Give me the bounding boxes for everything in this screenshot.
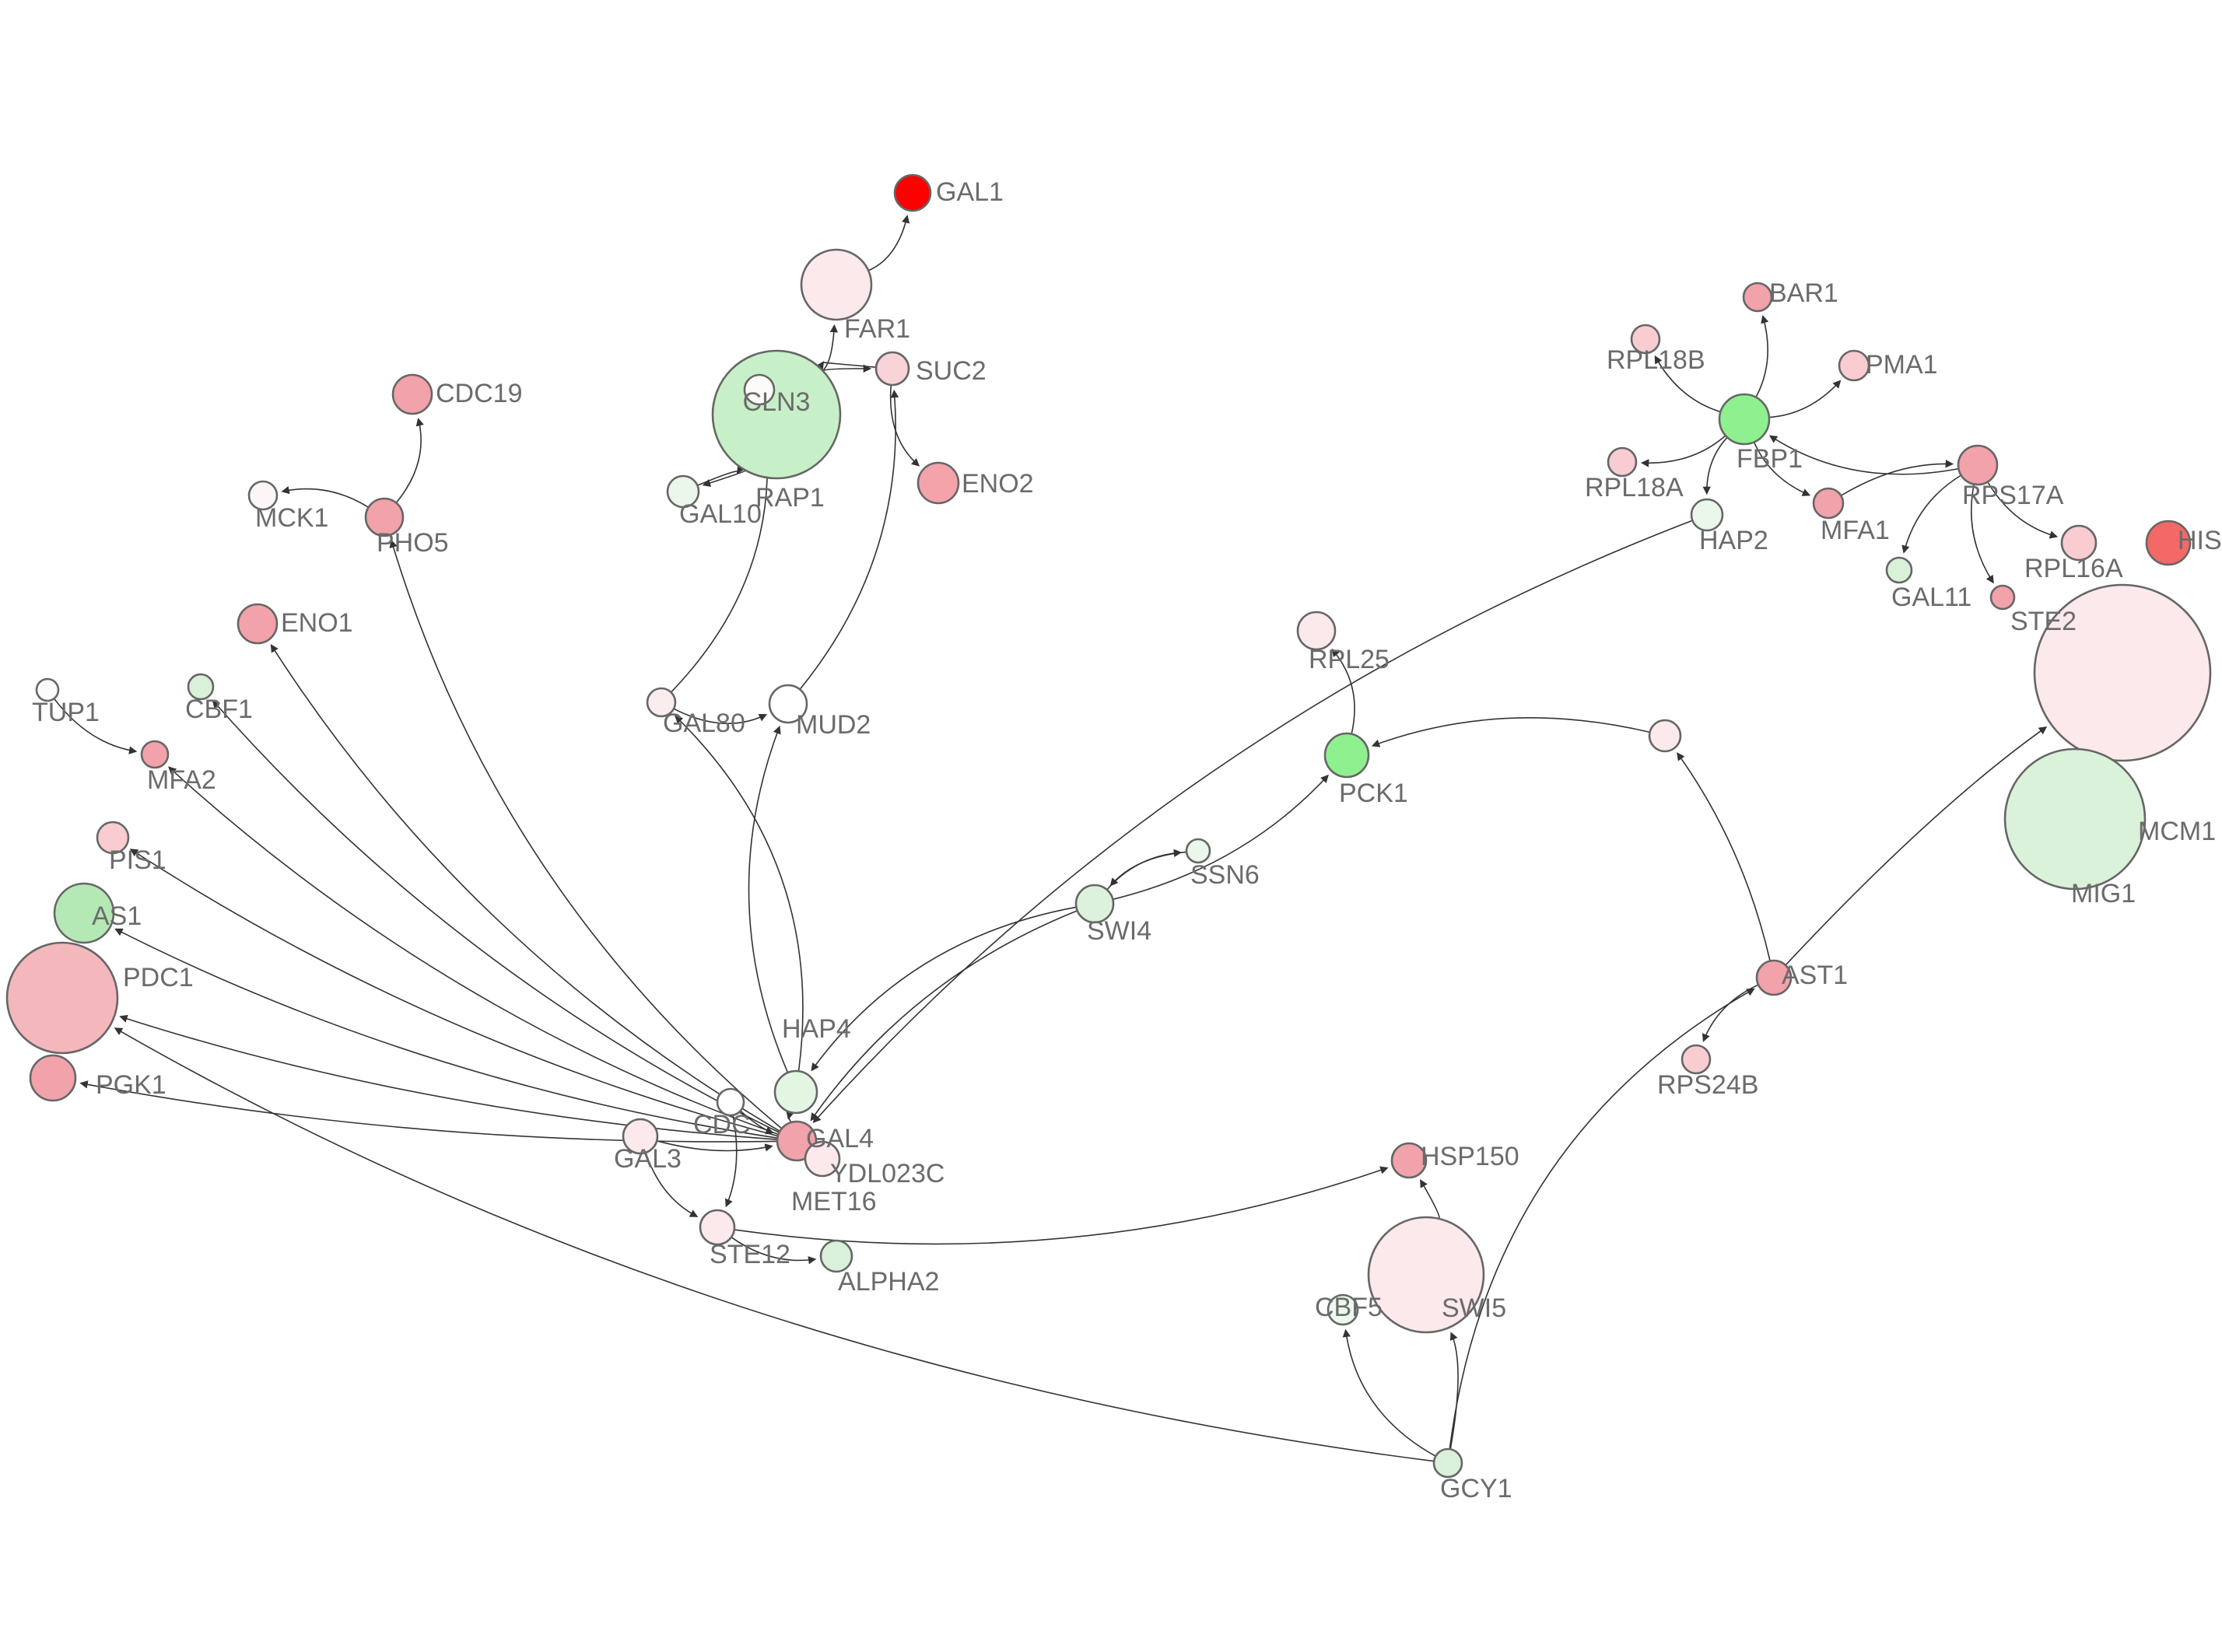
svg-text:CBF5: CBF5	[1315, 1293, 1383, 1322]
svg-text:MCK1: MCK1	[255, 503, 328, 533]
svg-text:STE12: STE12	[710, 1240, 790, 1269]
svg-text:PDC1: PDC1	[123, 963, 194, 992]
svg-text:RPL25: RPL25	[1309, 645, 1390, 674]
svg-text:MFA1: MFA1	[1821, 516, 1890, 545]
svg-text:GAL1: GAL1	[936, 177, 1004, 207]
svg-text:HAP2: HAP2	[1699, 526, 1768, 555]
svg-text:AS1: AS1	[92, 901, 142, 931]
svg-text:PCK1: PCK1	[1339, 779, 1408, 808]
svg-text:RPL18B: RPL18B	[1607, 345, 1705, 375]
svg-text:MET16: MET16	[791, 1187, 877, 1216]
svg-text:CDC19: CDC19	[436, 379, 522, 408]
svg-text:RPS17A: RPS17A	[1962, 481, 2064, 510]
svg-text:FAR1: FAR1	[844, 314, 910, 344]
svg-text:GAL80: GAL80	[663, 709, 745, 738]
svg-text:GAL10: GAL10	[679, 499, 762, 529]
svg-text:RPL18A: RPL18A	[1585, 473, 1684, 502]
svg-text:MCM1: MCM1	[2138, 817, 2216, 846]
svg-text:HIS4: HIS4	[2178, 526, 2222, 555]
svg-text:RPS24B: RPS24B	[1657, 1070, 1758, 1100]
svg-text:STE2: STE2	[2010, 607, 2077, 636]
svg-text:GAL4: GAL4	[806, 1124, 874, 1153]
svg-text:ENO1: ENO1	[281, 608, 353, 638]
svg-text:PMA1: PMA1	[1866, 350, 1938, 380]
svg-text:RAP1: RAP1	[755, 483, 825, 513]
svg-text:MIG1: MIG1	[2071, 879, 2136, 908]
svg-text:PIS1: PIS1	[109, 845, 166, 875]
svg-text:CBF1: CBF1	[185, 695, 253, 724]
svg-text:SWI5: SWI5	[1442, 1293, 1506, 1323]
svg-text:MUD2: MUD2	[796, 710, 871, 740]
svg-text:AST1: AST1	[1782, 961, 1848, 990]
svg-text:FBP1: FBP1	[1737, 444, 1803, 474]
svg-text:ENO2: ENO2	[962, 469, 1034, 499]
svg-text:PGK1: PGK1	[96, 1070, 166, 1100]
svg-text:SWI4: SWI4	[1087, 916, 1151, 946]
svg-text:PHO5: PHO5	[377, 528, 449, 558]
svg-text:GCY1: GCY1	[1440, 1474, 1512, 1503]
svg-text:MFA2: MFA2	[147, 765, 216, 795]
svg-text:CDC: CDC	[693, 1110, 751, 1139]
svg-text:SSN6: SSN6	[1190, 860, 1260, 890]
svg-text:SUC2: SUC2	[916, 356, 987, 386]
svg-text:BAR1: BAR1	[1769, 278, 1838, 308]
svg-text:HSP150: HSP150	[1421, 1142, 1519, 1171]
svg-text:TUP1: TUP1	[32, 698, 100, 727]
svg-text:HAP4: HAP4	[782, 1014, 851, 1044]
svg-text:CLN3: CLN3	[743, 387, 811, 417]
svg-text:GAL3: GAL3	[614, 1144, 682, 1174]
svg-text:YDL023C: YDL023C	[830, 1159, 945, 1188]
svg-text:ALPHA2: ALPHA2	[838, 1267, 939, 1297]
svg-text:GAL11: GAL11	[1891, 583, 1971, 612]
svg-text:RPL16A: RPL16A	[2024, 554, 2123, 583]
